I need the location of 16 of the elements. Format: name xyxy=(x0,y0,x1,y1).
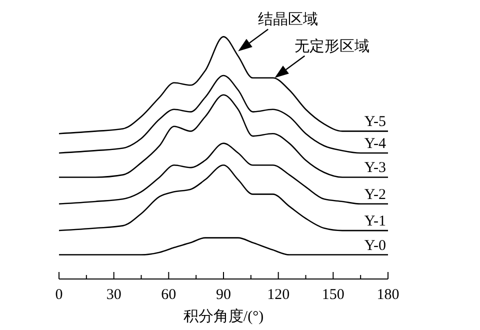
series-label: Y-1 xyxy=(364,214,386,230)
series-label: Y-2 xyxy=(364,186,386,203)
x-tick-label: 180 xyxy=(376,287,400,303)
series-label: Y-5 xyxy=(364,114,386,130)
annotation: 无定形区域 xyxy=(294,38,370,55)
x-tick-label: 60 xyxy=(161,287,176,303)
x-axis-title: 积分角度/(°) xyxy=(183,308,264,325)
series-label: Y-4 xyxy=(364,136,386,152)
x-tick-label: 120 xyxy=(267,287,290,303)
x-tick-label: 150 xyxy=(322,287,344,303)
x-tick-label: 0 xyxy=(55,287,63,303)
x-tick-label: 30 xyxy=(106,287,122,303)
series-label: Y-3 xyxy=(364,160,386,176)
annotation: 结晶区域 xyxy=(258,11,318,28)
series-label: Y-0 xyxy=(364,238,386,254)
x-tick-label: 90 xyxy=(216,287,231,303)
